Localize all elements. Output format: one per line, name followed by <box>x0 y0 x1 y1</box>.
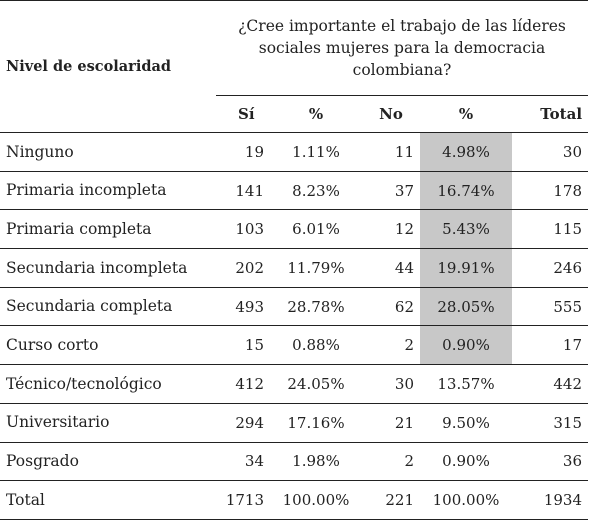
si-count-cell: 294 <box>216 403 270 443</box>
no-count-cell: 2 <box>362 325 420 366</box>
level-cell: Secundaria completa <box>0 287 216 327</box>
si-percent-cell: 17.16% <box>270 403 362 443</box>
no-percent-cell: 9.50% <box>420 403 512 443</box>
no-count-cell: 12 <box>362 209 420 250</box>
si-count-cell: 202 <box>216 248 270 288</box>
total-cell: 555 <box>512 287 589 327</box>
level-cell: Primaria completa <box>0 209 216 250</box>
no-percent-cell: 16.74% <box>420 171 512 211</box>
no-percent-cell: 13.57% <box>420 364 512 404</box>
total-cell: 246 <box>512 248 589 288</box>
no-count-cell: 30 <box>362 364 420 404</box>
total-cell: 36 <box>512 442 589 482</box>
no-count-cell: 21 <box>362 403 420 443</box>
question-header: ¿Cree importante el trabajo de las líder… <box>216 0 589 96</box>
si-count-cell: 103 <box>216 209 270 250</box>
table-row: Primaria completa 103 6.01% 12 5.43% 115 <box>0 209 589 250</box>
no-percent-cell: 5.43% <box>420 209 512 250</box>
header-row-question: Nivel de escolaridad ¿Cree importante el… <box>0 0 589 133</box>
si-percent-cell: 1.98% <box>270 442 362 482</box>
si-percent-cell: 28.78% <box>270 287 362 327</box>
level-cell: Curso corto <box>0 325 216 366</box>
level-cell: Ninguno <box>0 132 216 172</box>
table-row: Técnico/tecnológico 412 24.05% 30 13.57% 442 <box>0 364 589 404</box>
total-row: Total 1713 100.00% 221 100.00% 1934 <box>0 480 589 520</box>
header-row-columns: Sí % No % Total <box>0 95 589 133</box>
no-percent-cell: 0.90% <box>420 325 512 366</box>
si-percent-cell: 8.23% <box>270 171 362 211</box>
no-count-cell: 62 <box>362 287 420 327</box>
level-cell: Primaria incompleta <box>0 171 216 211</box>
table-header: Nivel de escolaridad ¿Cree importante el… <box>0 0 589 133</box>
si-percent-cell: 0.88% <box>270 325 362 366</box>
no-count-cell: 37 <box>362 171 420 211</box>
no-percent-cell: 0.90% <box>420 442 512 482</box>
total-cell: 17 <box>512 325 589 366</box>
si-count-cell: 15 <box>216 325 270 366</box>
no-count-cell: 2 <box>362 442 420 482</box>
si-percent-cell: 1.11% <box>270 132 362 172</box>
si-count-cell: 34 <box>216 442 270 482</box>
si-percent-cell: 24.05% <box>270 364 362 404</box>
table-row: Ninguno 19 1.11% 11 4.98% 30 <box>0 132 589 172</box>
si-count-cell: 141 <box>216 171 270 211</box>
total-cell: 1934 <box>512 480 589 520</box>
level-cell: Posgrado <box>0 442 216 482</box>
table-row: Secundaria incompleta 202 11.79% 44 19.91% 24… <box>0 248 589 288</box>
level-cell: Secundaria incompleta <box>0 248 216 288</box>
level-cell: Total <box>0 480 216 520</box>
table-row: Secundaria completa 493 28.78% 62 28.05% 555 <box>0 287 589 327</box>
no-count-cell: 44 <box>362 248 420 288</box>
total-cell: 442 <box>512 364 589 404</box>
table-row: Primaria incompleta 141 8.23% 37 16.74% 178 <box>0 171 589 211</box>
si-count-cell: 1713 <box>216 480 270 520</box>
total-cell: 30 <box>512 132 589 172</box>
level-cell: Universitario <box>0 403 216 443</box>
no-percent-cell: 100.00% <box>420 480 512 520</box>
column-header-si-pct: % <box>270 95 362 133</box>
table-row: Curso corto 15 0.88% 2 0.90% 17 <box>0 325 589 366</box>
column-header-si: Sí <box>216 95 270 133</box>
si-count-cell: 19 <box>216 132 270 172</box>
column-header-total: Total <box>512 95 589 133</box>
si-count-cell: 412 <box>216 364 270 404</box>
si-percent-cell: 100.00% <box>270 480 362 520</box>
si-percent-cell: 11.79% <box>270 248 362 288</box>
no-count-cell: 221 <box>362 480 420 520</box>
total-cell: 115 <box>512 209 589 250</box>
column-header-no: No <box>362 95 420 133</box>
no-count-cell: 11 <box>362 132 420 172</box>
table-body: Ninguno 19 1.11% 11 4.98% 30 Primaria incomple… <box>0 132 589 520</box>
table-row: Universitario 294 17.16% 21 9.50% 315 <box>0 403 589 443</box>
no-percent-cell: 28.05% <box>420 287 512 327</box>
table-row: Posgrado 34 1.98% 2 0.90% 36 <box>0 442 589 482</box>
no-percent-cell: 19.91% <box>420 248 512 288</box>
total-cell: 315 <box>512 403 589 443</box>
si-count-cell: 493 <box>216 287 270 327</box>
level-cell: Técnico/tecnológico <box>0 364 216 404</box>
level-column-header: Nivel de escolaridad <box>0 0 216 133</box>
si-percent-cell: 6.01% <box>270 209 362 250</box>
no-percent-cell: 4.98% <box>420 132 512 172</box>
column-header-no-pct: % <box>420 95 512 133</box>
total-cell: 178 <box>512 171 589 211</box>
